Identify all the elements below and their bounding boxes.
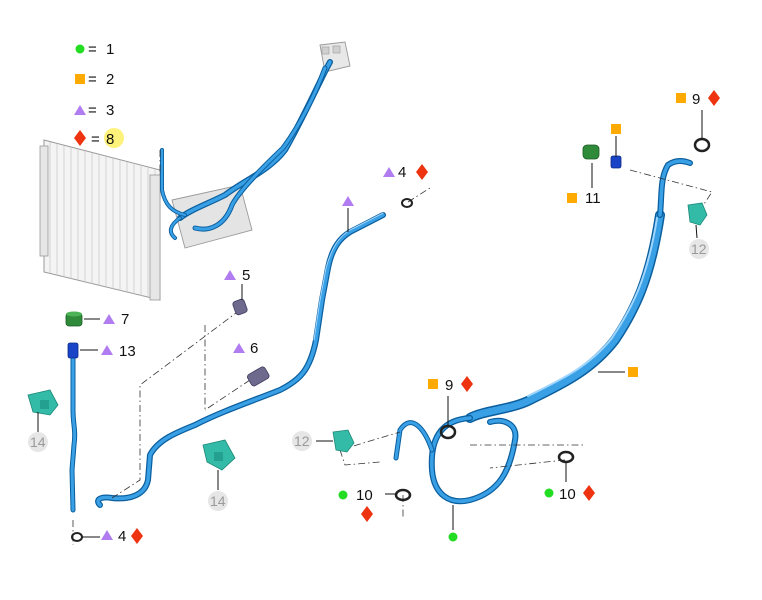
legend-square-icon: [75, 74, 85, 84]
circle-icon: [544, 488, 554, 498]
diamond-icon: [416, 164, 428, 180]
triangle-icon: [101, 345, 113, 355]
square-icon: [611, 124, 621, 134]
diamond-icon: [708, 90, 720, 106]
diamond-icon: [461, 376, 473, 392]
callout-10-right: 10: [544, 485, 595, 503]
callout-number: 11: [585, 190, 601, 207]
component-12-right-clip: [687, 202, 708, 226]
diamond-icon: [131, 528, 143, 544]
hose-upper-assembly: [160, 59, 333, 240]
callout-number: 10: [356, 487, 373, 504]
legend-triangle-icon: [74, 105, 86, 115]
legend: = 1 = 2 = 3 = 8: [74, 41, 124, 148]
circle-icon: [338, 490, 348, 500]
callout-14-left: 14: [28, 432, 48, 452]
circle-icon: [448, 532, 458, 542]
callout-6: 6: [233, 340, 258, 357]
square-icon: [676, 93, 686, 103]
callout-number: 4: [398, 164, 406, 181]
legend-item-square: = 2: [75, 71, 114, 88]
callout-10-left: 10: [338, 487, 373, 522]
callout-number: 12: [294, 433, 310, 449]
legend-eq: =: [91, 131, 100, 148]
component-11-cap: [582, 144, 600, 160]
component-14-left-bracket: [27, 389, 59, 416]
callout-number: 13: [119, 343, 136, 360]
triangle-icon: [383, 167, 395, 177]
callout-4-bottom: 4: [101, 528, 143, 545]
o-rings: [71, 137, 711, 542]
triangle-icon: [342, 196, 354, 206]
callout-number: 14: [210, 493, 226, 509]
callout-number: 6: [250, 340, 258, 357]
legend-item-circle: = 1: [75, 41, 114, 58]
callout-number: 9: [445, 377, 453, 394]
hose-left-vertical: [69, 352, 78, 513]
legend-eq: =: [88, 71, 97, 88]
component-14-mid-bracket: [202, 439, 236, 471]
hose-long-suction: [95, 212, 386, 508]
callout-7: 7: [103, 311, 129, 328]
legend-value: 1: [106, 41, 114, 58]
callout-9-top: 9: [676, 90, 720, 108]
legend-eq: =: [88, 102, 97, 119]
callout-number: 14: [30, 434, 46, 450]
component-12-mid-clip: [332, 429, 355, 453]
legend-value: 3: [106, 102, 114, 119]
callout-number: 4: [118, 528, 126, 545]
callout-number: 10: [559, 486, 576, 503]
condenser: [39, 139, 161, 301]
triangle-icon: [233, 343, 245, 353]
component-7-cap: [65, 311, 83, 327]
component-11-valve: [610, 155, 622, 169]
callout-number: 12: [691, 241, 707, 257]
callout-number: 7: [121, 311, 129, 328]
component-5-sensor: [232, 298, 248, 316]
hose-discharge-right: [465, 157, 693, 423]
component-13-valve: [67, 342, 79, 359]
legend-value: 2: [106, 71, 114, 88]
square-icon: [628, 367, 638, 377]
callout-5: 5: [224, 267, 250, 284]
triangle-icon: [101, 530, 113, 540]
legend-diamond-icon: [74, 130, 86, 146]
callout-12-mid: 12: [292, 431, 312, 451]
legend-eq: =: [88, 41, 97, 58]
callout-9-mid: 9: [428, 376, 473, 394]
legend-circle-icon: [75, 44, 85, 54]
callout-number: 9: [692, 91, 700, 108]
legend-item-triangle: = 3: [74, 102, 114, 119]
square-icon: [567, 193, 577, 203]
callout-4-top: 4: [383, 164, 428, 181]
component-6-sensor: [247, 366, 270, 387]
callout-number: 5: [242, 267, 250, 284]
callout-11: 11: [567, 190, 601, 207]
leader-lines: [37, 110, 703, 538]
square-icon: [428, 379, 438, 389]
hose-lower-right-loop: [393, 415, 519, 505]
legend-value: 8: [106, 131, 114, 148]
callout-14-mid: 14: [208, 491, 228, 511]
callout-12-right: 12: [689, 239, 709, 259]
legend-item-diamond: = 8: [74, 128, 124, 148]
construction-lines: [72, 150, 713, 545]
diamond-icon: [583, 485, 595, 501]
diamond-icon: [361, 506, 373, 522]
highlight-marker: [104, 128, 124, 148]
triangle-icon: [103, 314, 115, 324]
callout-13: 13: [101, 343, 136, 360]
triangle-icon: [224, 270, 236, 280]
